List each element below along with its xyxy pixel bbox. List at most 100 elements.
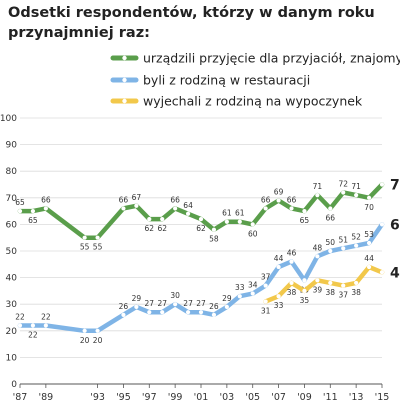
series-2-point-2008 — [289, 259, 294, 264]
x-tick-label-2005: '05 — [245, 392, 260, 403]
legend-label-3: wyjechali z rodziną na wypoczynek — [143, 94, 363, 109]
series-1-label-2013: 71 — [351, 182, 361, 191]
series-2-label-2002: 26 — [209, 302, 219, 311]
series-1-point-1999 — [173, 206, 178, 211]
series-3-point-2010 — [315, 278, 320, 283]
series-2-label-1987: 22 — [15, 312, 25, 321]
series-1-point-2013 — [354, 193, 359, 198]
series-2-point-2012 — [341, 246, 346, 251]
series-3-point-2006 — [263, 299, 268, 304]
series-3-label-2007: 33 — [274, 301, 284, 310]
series-2-point-2004 — [237, 294, 242, 299]
y-tick-label-100: 100 — [0, 114, 17, 124]
series-2-point-2013 — [354, 243, 359, 248]
y-tick-label-50: 50 — [6, 247, 18, 257]
series-1-label-2004: 61 — [235, 209, 245, 218]
series-1-point-1997 — [147, 216, 152, 222]
x-tick-label-2001: '01 — [194, 392, 209, 403]
series-2-label-2010: 48 — [313, 243, 323, 252]
series-2-label-1997: 27 — [145, 299, 155, 308]
series-1-point-2015 — [379, 182, 385, 187]
series-2-label-1992: 20 — [80, 336, 90, 345]
series-1-point-1987 — [17, 209, 23, 214]
series-1-label-1998: 62 — [157, 224, 167, 233]
series-2-label-1988: 22 — [28, 330, 38, 339]
series-2-label-1999: 30 — [170, 291, 180, 300]
series-3-point-2011 — [328, 280, 333, 286]
series-1-point-2008 — [289, 206, 294, 211]
y-tick-label-70: 70 — [6, 194, 18, 204]
series-2-point-2003 — [224, 304, 229, 309]
y-tick-label-40: 40 — [6, 274, 18, 284]
series-1-point-2014 — [366, 195, 372, 200]
series-1-label-2011: 66 — [326, 213, 336, 222]
series-1-label-2005: 60 — [248, 229, 258, 238]
series-1-end-label: 75 — [390, 178, 400, 194]
series-2-point-1993 — [95, 328, 100, 333]
series-line-3 — [263, 264, 385, 304]
x-tick-label-2015: '15 — [375, 392, 390, 403]
series-2-label-2006: 37 — [261, 273, 271, 282]
series-1-label-2001: 62 — [196, 224, 206, 233]
series-2-point-2000 — [185, 310, 191, 315]
series-1-label-2003: 61 — [222, 209, 232, 218]
series-1-label-1993: 55 — [93, 243, 103, 252]
series-1-point-2012 — [341, 190, 346, 195]
series-3-label-2010: 39 — [313, 285, 323, 294]
series-3-label-2014: 44 — [364, 254, 374, 263]
series-1-point-1998 — [160, 216, 165, 222]
series-1-point-1989 — [43, 206, 48, 211]
series-3-point-2012 — [341, 283, 346, 288]
series-1-label-2010: 71 — [313, 182, 323, 191]
series-2-point-2010 — [315, 254, 320, 259]
series-2-label-1993: 20 — [93, 336, 103, 345]
series-2-point-1995 — [121, 312, 126, 317]
x-tick-label-1989: '89 — [39, 392, 54, 403]
series-line-2 — [17, 222, 385, 334]
series-1-point-2010 — [315, 193, 320, 198]
y-tick-label-0: 0 — [11, 380, 17, 390]
series-3-label-2011: 38 — [326, 288, 336, 297]
y-tick-label-10: 10 — [6, 353, 18, 363]
series-2-label-2000: 27 — [183, 299, 193, 308]
series-2-label-1998: 27 — [157, 299, 167, 308]
legend-label-1: urządzili przyjęcie dla przyjaciół, znaj… — [143, 51, 400, 66]
series-2-label-2011: 50 — [326, 238, 336, 247]
series-2-end-label: 60 — [390, 217, 400, 233]
series-3-label-2008: 38 — [287, 288, 297, 297]
series-2-point-1987 — [17, 323, 23, 328]
series-line-1 — [17, 182, 385, 240]
series-1-point-2007 — [276, 198, 281, 203]
legend-marker-2 — [122, 77, 127, 83]
chart-title-line-2: przynajmniej raz: — [8, 25, 150, 41]
x-tick-label-2003: '03 — [220, 392, 235, 403]
series-1-label-2012: 72 — [338, 179, 348, 188]
series-2-point-1988 — [30, 323, 36, 328]
series-1-label-2009: 65 — [300, 216, 310, 225]
y-tick-label-80: 80 — [6, 167, 18, 177]
series-2-point-2002 — [211, 312, 217, 317]
series-1-label-1987: 65 — [15, 198, 25, 207]
series-2-point-2005 — [250, 291, 255, 296]
series-3-point-2014 — [366, 264, 372, 270]
y-axis: 0 10 20 30 40 50 60 70 80 90 100 — [0, 114, 17, 390]
series-3-label-2006: 31 — [261, 307, 271, 316]
series-2-point-2009 — [302, 278, 307, 283]
legend-marker-3 — [122, 98, 127, 104]
series-1-label-1988: 65 — [28, 216, 38, 225]
series-1-point-2002 — [211, 227, 217, 232]
series-2-point-2006 — [263, 283, 268, 288]
series-2-label-1989: 22 — [41, 312, 51, 321]
x-axis: '87 '89 '93 '95 '97 '99 '01 '03 '05 '07 '09 '11 '13 '… — [13, 384, 390, 403]
series-1-point-2004 — [237, 219, 242, 224]
x-tick-label-1999: '99 — [168, 392, 183, 403]
series-1-point-2006 — [263, 206, 268, 211]
series-2-point-1996 — [134, 304, 139, 309]
series-3-label-2013: 38 — [351, 288, 361, 297]
y-tick-label-60: 60 — [6, 220, 18, 230]
series-2-label-2013: 52 — [351, 233, 361, 242]
series-3-label-2012: 37 — [338, 291, 348, 300]
x-tick-label-1993: '93 — [90, 392, 105, 403]
